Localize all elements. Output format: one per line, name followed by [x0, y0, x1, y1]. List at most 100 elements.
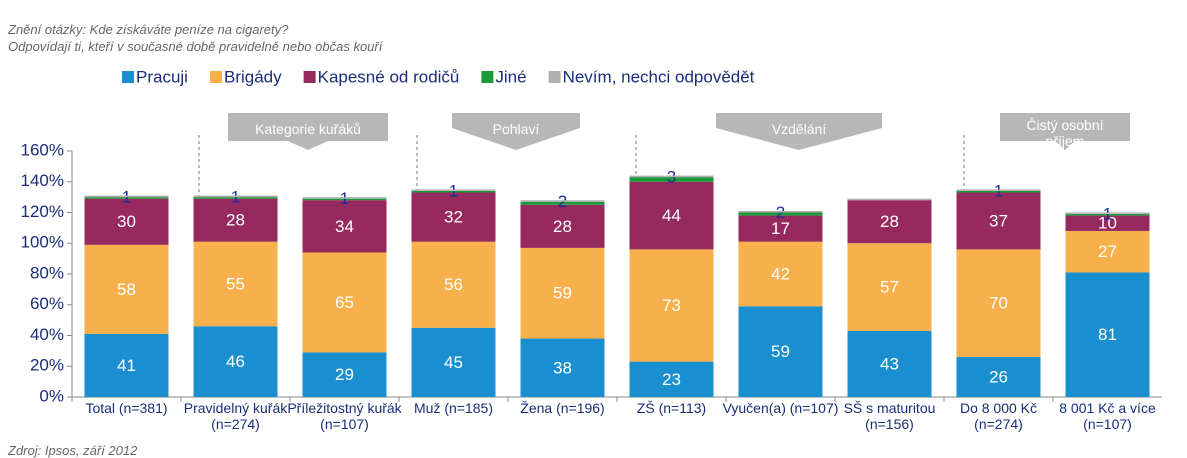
bar-segment — [738, 241, 823, 307]
bar-segment — [1065, 214, 1150, 216]
data-label: 37 — [989, 211, 1008, 230]
bar-segment — [302, 197, 387, 199]
bar-segment — [629, 175, 714, 178]
legend-swatch — [548, 71, 561, 83]
banner-label: Čistý osobní příjem — [1026, 117, 1104, 149]
bar-segment — [302, 352, 387, 397]
data-label: 17 — [771, 219, 790, 238]
bar-segment — [193, 198, 278, 242]
bar-segment — [956, 190, 1041, 193]
y-tick-label: 160% — [21, 140, 64, 159]
bar-segment — [302, 200, 387, 253]
data-label: 81 — [1098, 325, 1117, 344]
bar-segment — [84, 244, 169, 334]
bar-segment — [956, 357, 1041, 397]
banner — [716, 113, 882, 150]
data-label: 30 — [117, 212, 136, 231]
bar-segment — [411, 192, 496, 242]
bar-segment — [1065, 215, 1150, 231]
bar-segment — [193, 241, 278, 327]
legend-label: Brigády — [224, 67, 282, 86]
data-label: 58 — [117, 280, 136, 299]
x-tick-label: Total (n=381) — [85, 400, 168, 416]
data-label: 28 — [226, 211, 245, 230]
legend-swatch — [122, 71, 134, 83]
data-label: 56 — [444, 275, 463, 294]
bar-segment — [847, 198, 932, 201]
legend-label: Nevím, nechci odpovědět — [563, 67, 755, 86]
x-tick-label: Pravidelný kuřák (n=274) — [183, 400, 288, 432]
data-label: 10 — [1098, 214, 1117, 233]
y-tick-label: 0% — [39, 386, 64, 405]
legend-swatch — [209, 71, 222, 83]
bar-segment — [84, 195, 169, 198]
x-tick-label: SŠ s maturitou (n=156) — [843, 400, 936, 432]
bar-segment — [738, 215, 823, 242]
y-tick-label: 100% — [21, 233, 64, 252]
data-label: 32 — [444, 208, 463, 227]
data-label: 59 — [553, 284, 572, 303]
subtitle: Odpovídají ti, kteří v současné době pra… — [8, 39, 383, 54]
data-label: 59 — [771, 342, 790, 361]
source: Zdroj: Ipsos, září 2012 — [8, 443, 138, 458]
bar-segment — [629, 361, 714, 397]
data-label: 65 — [335, 293, 354, 312]
y-tick-label: 80% — [30, 263, 64, 282]
data-label: 43 — [880, 354, 899, 373]
banner-label: Vzdělání — [771, 121, 827, 137]
bar-segment — [84, 198, 169, 245]
bar-segment — [1065, 212, 1150, 215]
bar-segment — [302, 198, 387, 201]
bar-segment — [411, 327, 496, 397]
y-tick-label: 20% — [30, 356, 64, 375]
x-tick-label: Vyučen(a) (n=107) — [722, 400, 839, 416]
data-label: 44 — [662, 206, 681, 225]
bar-segment — [956, 249, 1041, 358]
subtitle: Znění otázky: Kde získáváte peníze na ci… — [8, 22, 289, 37]
data-label: 27 — [1098, 242, 1117, 261]
x-tick-label: ZŠ (n=113) — [636, 400, 707, 416]
y-tick-label: 120% — [21, 202, 64, 221]
bar-segment — [193, 195, 278, 198]
data-label: 26 — [989, 367, 1008, 386]
data-label: 70 — [989, 294, 1008, 313]
banner — [452, 113, 580, 150]
bar-segment — [193, 326, 278, 397]
legend-label: Jiné — [495, 67, 526, 86]
x-tick-label: Do 8 000 Kč (n=274) — [959, 400, 1038, 432]
bar-segment — [629, 177, 714, 182]
bar-segment — [1065, 230, 1150, 273]
banner — [228, 113, 388, 150]
bar-segment — [411, 241, 496, 328]
bar-segment — [520, 247, 605, 339]
data-label: 23 — [662, 370, 681, 389]
bar-segment — [1065, 272, 1150, 397]
data-label: 28 — [880, 212, 899, 231]
bar-segment — [520, 204, 605, 248]
y-tick-label: 40% — [30, 325, 64, 344]
bar-segment — [629, 181, 714, 250]
banner-label: Pohlaví — [492, 121, 540, 137]
data-label: 57 — [880, 278, 899, 297]
x-tick-label: Muž (n=185) — [414, 400, 493, 416]
bar-segment — [411, 189, 496, 191]
bar-segment — [738, 212, 823, 216]
bar-segment — [302, 252, 387, 353]
y-tick-label: 60% — [30, 294, 64, 313]
banner — [1000, 113, 1130, 150]
bar-segment — [520, 201, 605, 205]
banner-label: Kategorie kuřáků — [255, 121, 361, 137]
data-label: 38 — [553, 358, 572, 377]
bar-segment — [956, 189, 1041, 191]
bar-segment — [847, 200, 932, 244]
legend-label: Pracuji — [136, 67, 188, 86]
x-tick-label: Žena (n=196) — [520, 400, 605, 416]
bar-segment — [411, 190, 496, 193]
legend-swatch — [481, 71, 494, 83]
bar-segment — [629, 249, 714, 362]
data-label: 42 — [771, 264, 790, 283]
bar-segment — [84, 333, 169, 397]
data-label: 41 — [117, 356, 136, 375]
